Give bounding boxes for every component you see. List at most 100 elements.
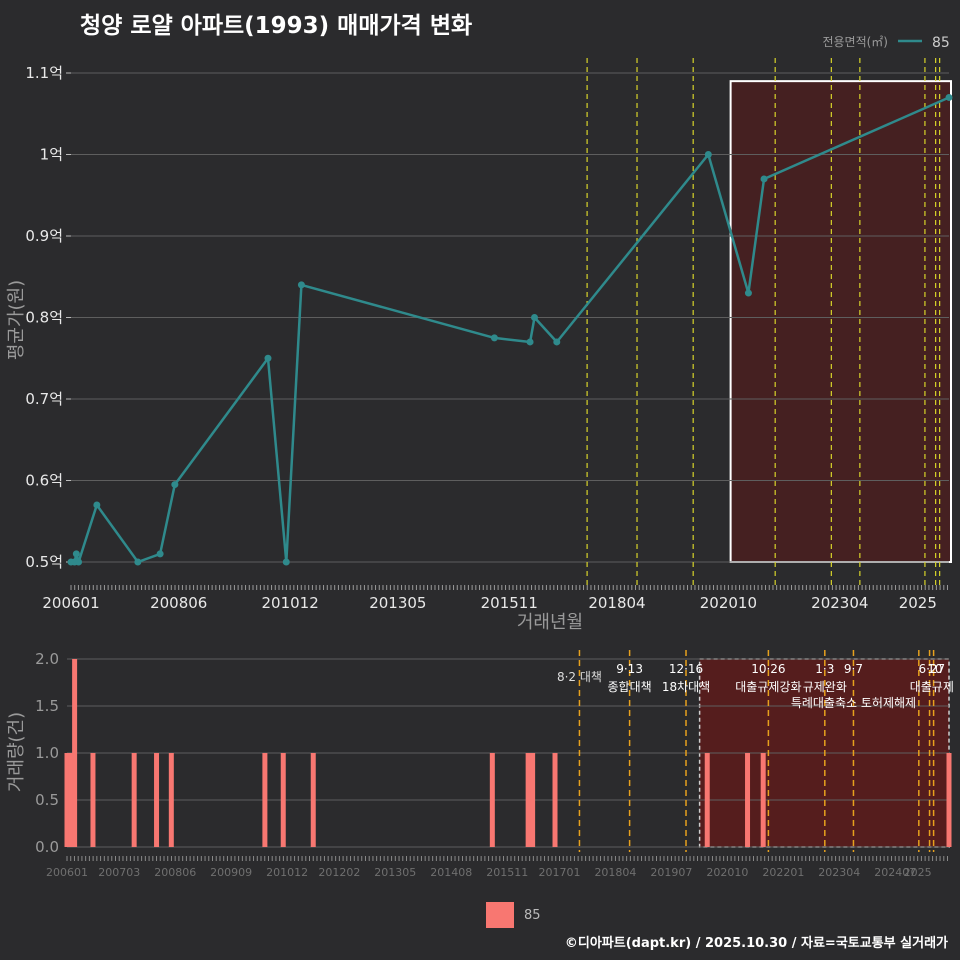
x-tick-label: 200703 [98, 866, 140, 879]
policy-name-label: 규제완화 [803, 680, 847, 694]
data-point [945, 93, 953, 101]
data-point [93, 501, 101, 509]
x-tick-label: 201305 [374, 866, 416, 879]
volume-chart: 0.0 0.5 1.0 1.5 2.0 8·2 대책 9·13 종합대책 12·16 18차대책 1… [6, 650, 954, 879]
data-point [134, 558, 142, 566]
x-tick-label: 201511 [486, 866, 528, 879]
volume-bar [262, 753, 268, 847]
volume-bar [168, 753, 174, 847]
data-point [760, 175, 768, 183]
policy-name-label: 18차대책 [662, 679, 710, 694]
data-point [490, 334, 498, 342]
volume-legend-swatch [486, 902, 514, 928]
x-tick-label: 202010 [706, 866, 748, 879]
x-tick-label: 2025 [899, 594, 937, 612]
volume-bar [946, 753, 952, 847]
x-tick-label: 202407 [874, 866, 916, 879]
data-point [704, 151, 712, 158]
x-tick-label: 200601 [46, 866, 88, 879]
y-tick-label: 0.5 [35, 791, 59, 809]
x-tick-label: 2025 [904, 866, 932, 879]
volume-legend: 85 [486, 902, 541, 928]
x-tick-label: 200601 [42, 594, 99, 612]
x-tick-label: 202304 [811, 594, 868, 612]
x-tick-label: 201511 [481, 594, 538, 612]
x-tick-label: 201804 [588, 594, 645, 612]
volume-bar [154, 753, 160, 847]
x-tick-label: 202304 [818, 866, 860, 879]
volume-bar [530, 753, 536, 847]
x-tick-label: 201408 [430, 866, 472, 879]
data-point [297, 281, 305, 289]
y-axis-title: 거래량(건) [6, 712, 27, 792]
policy-name-label: 종합대책 [608, 679, 652, 694]
x-tick-label: 201012 [266, 866, 308, 879]
y-tick-label: 0.7억 [25, 390, 63, 408]
y-tick-label: 1억 [40, 146, 63, 164]
policy-name-label: 특례대출축소 토허제해제 [791, 696, 916, 710]
x-tick-label: 200806 [150, 594, 207, 612]
y-axis-title: 평균가(원) [6, 280, 27, 360]
data-point [72, 550, 80, 558]
chart-title: 청양 로얄 아파트(1993) 매매가격 변화 [80, 13, 473, 39]
y-tick-label: 0.9억 [25, 227, 63, 245]
y-tick-label: 0.6억 [25, 472, 63, 490]
volume-bar [525, 753, 531, 847]
data-point [744, 289, 752, 297]
volume-bar [68, 753, 74, 847]
y-tick-label: 0.8억 [25, 309, 63, 327]
volume-bar [90, 753, 96, 847]
y-tick-label: 0.0 [35, 838, 59, 856]
data-point [531, 314, 539, 321]
policy-date-label: 12·16 [669, 662, 703, 676]
volume-bar [310, 753, 316, 847]
volume-bar [72, 659, 78, 847]
x-tick-label: 200806 [154, 866, 196, 879]
volume-bar [64, 753, 70, 847]
policy-name-label: 8·2 대책 [557, 669, 602, 684]
data-point [553, 338, 561, 346]
y-tick-label: 1.5 [35, 697, 59, 715]
data-point [156, 550, 164, 558]
volume-bar [760, 753, 766, 847]
data-point [75, 558, 83, 566]
x-tick-label: 201701 [538, 866, 580, 879]
x-tick-label: 200909 [210, 866, 252, 879]
policy-date-label: 10 [927, 662, 942, 676]
y-tick-label: 0.5억 [25, 553, 63, 571]
y-tick-label: 1.0 [35, 744, 59, 762]
volume-bar [131, 753, 137, 847]
x-tick-label: 201305 [369, 594, 426, 612]
x-tick-label: 202201 [762, 866, 804, 879]
policy-date-label: 9·13 [616, 662, 643, 676]
policy-name-label: 대출규제 [910, 680, 954, 694]
legend-entry: 85 [932, 35, 950, 51]
data-point [264, 354, 272, 362]
volume-bar [745, 753, 751, 847]
volume-legend-label: 85 [524, 907, 541, 923]
volume-bar [704, 753, 710, 847]
y-tick-label: 1.1억 [25, 64, 63, 82]
policy-date-label: 6·27 [918, 662, 945, 676]
source-caption: ©디아파트(dapt.kr) / 2025.10.30 / 자료=국토교통부 실… [564, 936, 948, 951]
data-point [526, 338, 534, 346]
x-tick-label: 201907 [650, 866, 692, 879]
x-axis-title: 거래년월 [517, 612, 583, 633]
x-tick-label: 201804 [594, 866, 636, 879]
volume-bar [489, 753, 495, 847]
x-tick-label: 202010 [700, 594, 757, 612]
data-point [171, 481, 179, 489]
x-tick-label: 201012 [262, 594, 319, 612]
price-chart: 0.5억 0.6억 0.7억 0.8억 0.9억 1억 1.1억 200601 200806 20… [6, 35, 953, 633]
y-tick-label: 2.0 [35, 650, 59, 668]
policy-date-label: 10·26 [751, 662, 785, 676]
policy-name-label: 대출규제강화 [735, 680, 801, 694]
x-tick-label: 201202 [318, 866, 360, 879]
volume-bar [552, 753, 558, 847]
legend-title: 전용면적(㎡) [822, 35, 888, 49]
highlight-region [729, 80, 952, 564]
data-point [282, 558, 290, 566]
volume-bar [280, 753, 286, 847]
policy-date-label: 9·7 [844, 662, 863, 676]
